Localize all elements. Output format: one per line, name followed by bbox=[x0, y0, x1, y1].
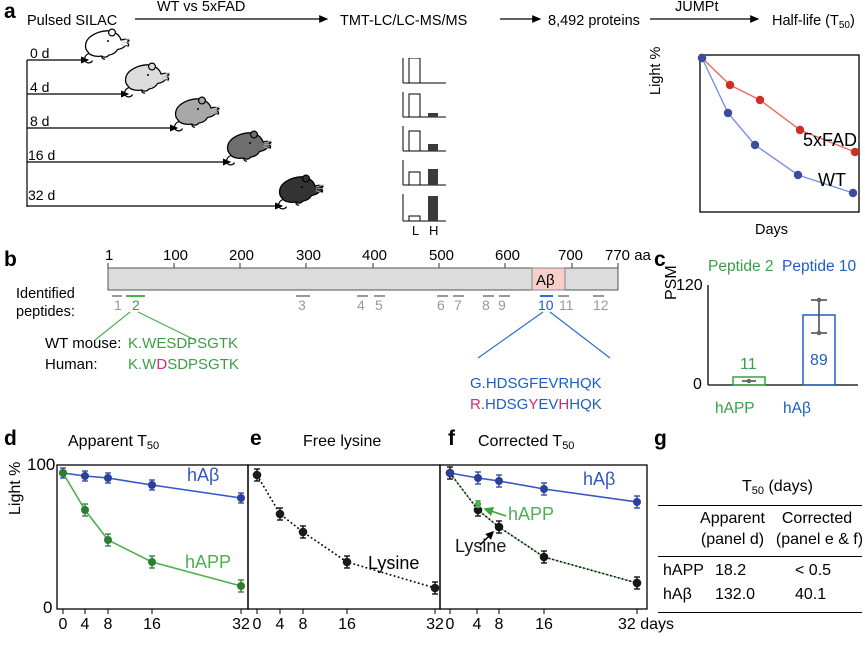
svg-text:12: 12 bbox=[593, 297, 609, 313]
svg-text:0: 0 bbox=[59, 616, 68, 633]
svg-text:200: 200 bbox=[229, 247, 254, 264]
svg-text:hAPP: hAPP bbox=[508, 504, 554, 524]
svg-text:hAβ: hAβ bbox=[583, 469, 615, 489]
svg-text:9: 9 bbox=[498, 297, 506, 313]
svg-text:hAβ: hAβ bbox=[187, 465, 219, 485]
svg-text:16: 16 bbox=[535, 616, 553, 633]
svg-text:10: 10 bbox=[538, 297, 554, 313]
svg-text:1: 1 bbox=[105, 247, 113, 264]
svg-text:8: 8 bbox=[104, 616, 113, 633]
svg-text:4: 4 bbox=[357, 297, 365, 313]
svg-text:400: 400 bbox=[362, 247, 387, 264]
svg-text:5: 5 bbox=[375, 297, 383, 313]
svg-text:0: 0 bbox=[693, 376, 702, 393]
svg-text:4: 4 bbox=[81, 616, 90, 633]
svg-text:Lysine: Lysine bbox=[455, 536, 506, 556]
svg-text:4: 4 bbox=[473, 616, 482, 633]
svg-text:11: 11 bbox=[559, 297, 574, 313]
svg-text:0: 0 bbox=[446, 616, 455, 633]
svg-text:2: 2 bbox=[132, 297, 140, 313]
svg-text:1: 1 bbox=[114, 297, 122, 313]
svg-text:8: 8 bbox=[299, 616, 308, 633]
svg-text:0: 0 bbox=[43, 598, 52, 617]
svg-text:Aβ: Aβ bbox=[536, 272, 555, 289]
svg-text:8: 8 bbox=[482, 297, 490, 313]
svg-text:3: 3 bbox=[298, 297, 306, 313]
svg-text:11: 11 bbox=[740, 356, 757, 373]
svg-text:16: 16 bbox=[338, 616, 356, 633]
svg-text:600: 600 bbox=[495, 247, 520, 264]
svg-text:120: 120 bbox=[676, 277, 703, 294]
svg-text:300: 300 bbox=[296, 247, 321, 264]
svg-text:89: 89 bbox=[810, 352, 828, 369]
svg-text:WT: WT bbox=[818, 170, 846, 190]
svg-text:4: 4 bbox=[276, 616, 285, 633]
svg-text:100: 100 bbox=[163, 247, 188, 264]
svg-text:6: 6 bbox=[437, 297, 445, 313]
svg-text:770 aa: 770 aa bbox=[605, 247, 652, 264]
svg-text:16: 16 bbox=[143, 616, 161, 633]
svg-text:0: 0 bbox=[253, 616, 262, 633]
svg-text:7: 7 bbox=[454, 297, 462, 313]
svg-text:100: 100 bbox=[27, 455, 55, 474]
svg-text:Lysine: Lysine bbox=[368, 553, 419, 573]
svg-text:700: 700 bbox=[558, 247, 583, 264]
svg-text:8: 8 bbox=[495, 616, 504, 633]
svg-text:5xFAD: 5xFAD bbox=[803, 130, 857, 150]
svg-text:500: 500 bbox=[429, 247, 454, 264]
svg-text:hAPP: hAPP bbox=[185, 552, 231, 572]
